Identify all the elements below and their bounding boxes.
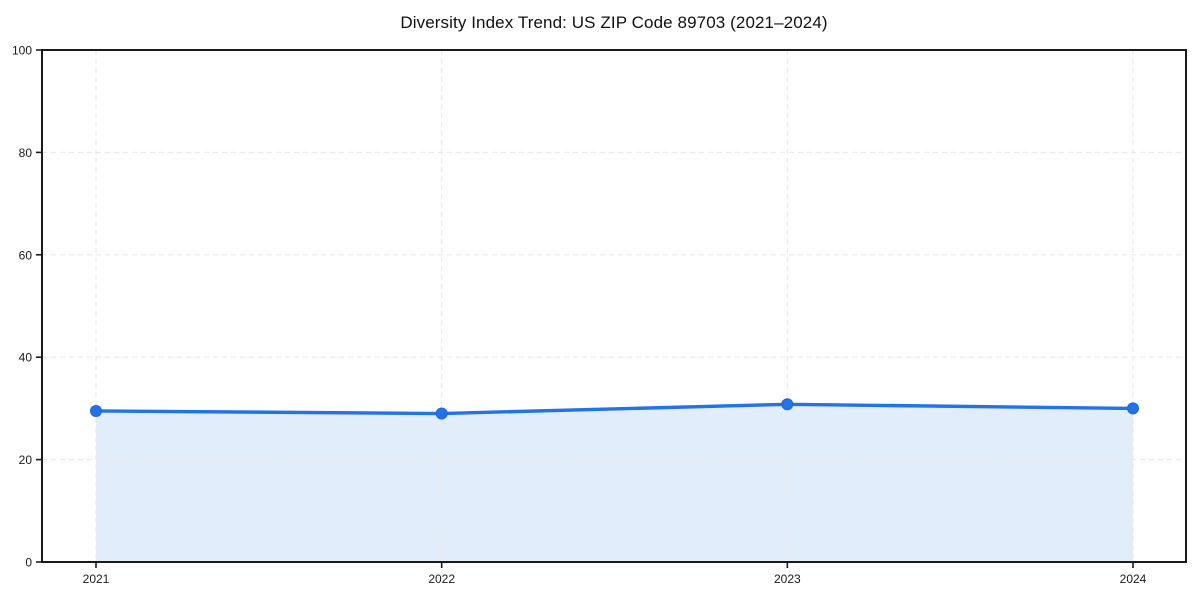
x-axis-tick-label: 2023 (774, 572, 801, 586)
y-axis-tick-label: 60 (19, 248, 33, 262)
y-axis-tick-label: 20 (19, 453, 33, 467)
y-axis-tick-label: 0 (25, 556, 32, 570)
data-point-marker (1127, 402, 1139, 415)
data-point-marker (90, 404, 102, 417)
x-axis-tick-label: 2024 (1120, 572, 1147, 586)
trend-line (94, 402, 1135, 416)
data-point-marker (781, 398, 794, 411)
data-point-marker (435, 407, 448, 420)
y-axis-tick-label: 100 (12, 44, 32, 58)
plot-background (42, 50, 1186, 562)
x-axis-tick-label: 2022 (428, 572, 455, 586)
axes-spines (41, 49, 1187, 563)
y-axis-tick-label: 40 (19, 351, 33, 365)
x-axis-tick-label: 2021 (83, 572, 110, 586)
chart-title: Diversity Index Trend: US ZIP Code 89703… (400, 13, 828, 32)
y-axis-tick-label: 80 (19, 146, 33, 160)
area-fill (96, 404, 1133, 562)
